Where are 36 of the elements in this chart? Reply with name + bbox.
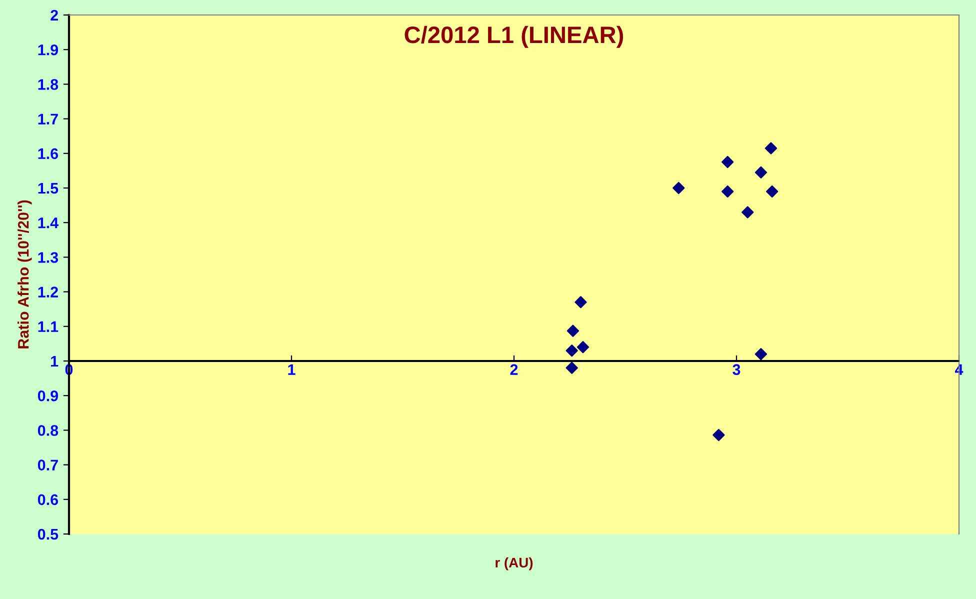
point xyxy=(766,185,778,198)
x-tick-label: 1 xyxy=(288,364,296,375)
y-tick-label: 0.9 xyxy=(38,390,58,402)
point xyxy=(754,166,768,179)
y-tick-label: 1.5 xyxy=(38,183,58,194)
y-tick-label: 2 xyxy=(50,10,58,21)
point xyxy=(754,348,768,360)
y-tick-label: 1.9 xyxy=(38,44,58,56)
point xyxy=(566,344,578,357)
x-tick-label: 2 xyxy=(510,364,518,375)
y-tick-label: 0.8 xyxy=(38,425,58,436)
point xyxy=(566,324,580,337)
point xyxy=(672,182,685,194)
point xyxy=(566,362,578,374)
y-tick-label: 1.4 xyxy=(38,218,59,228)
y-tick-label: 1.1 xyxy=(38,321,58,332)
point xyxy=(576,341,590,354)
y-tick-label: 1.8 xyxy=(38,79,58,90)
point xyxy=(722,185,734,198)
y-tick-label: 0.7 xyxy=(38,460,58,470)
y-tick-label: 1.3 xyxy=(38,252,58,263)
y-tick-label: 1.2 xyxy=(38,286,58,298)
y-axis-title: Ratio Afrho (10''/20'') xyxy=(18,200,32,348)
point xyxy=(742,206,754,218)
x-tick-label: 3 xyxy=(732,364,740,376)
point xyxy=(764,142,778,154)
point xyxy=(712,428,725,442)
y-tick-label: 1 xyxy=(51,356,58,367)
y-tick-label: 0.6 xyxy=(38,494,58,506)
point xyxy=(722,156,734,168)
y-tick-label: 0.5 xyxy=(38,528,58,540)
y-tick-label: 1.7 xyxy=(38,114,58,124)
y-tick-label: 1.6 xyxy=(38,148,58,160)
chart-title: C/2012 L1 (LINEAR) xyxy=(404,26,624,48)
x-axis-title: r (AU) xyxy=(496,557,533,570)
point xyxy=(574,296,587,308)
